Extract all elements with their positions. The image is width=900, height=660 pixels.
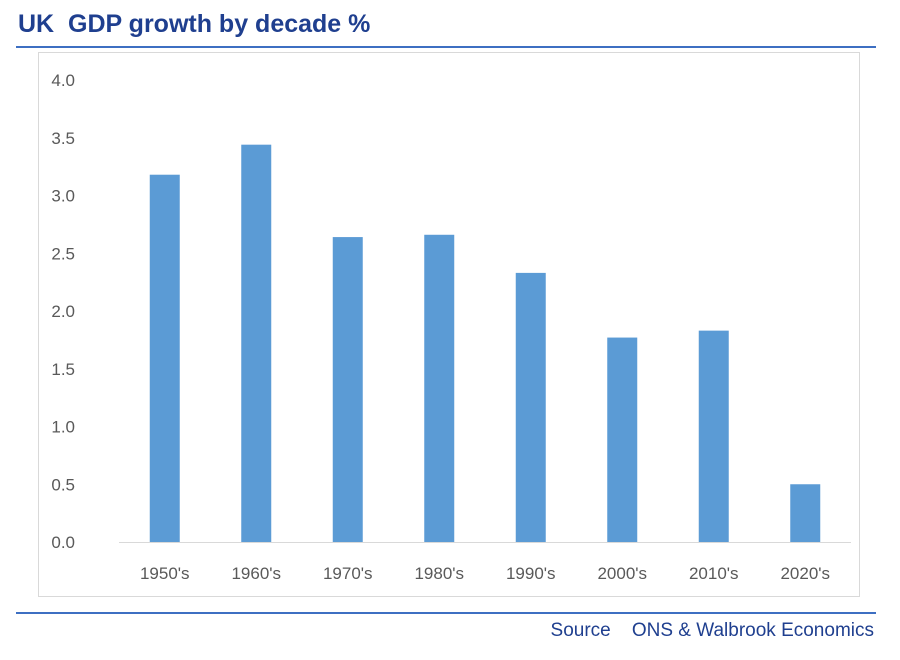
- title-divider: [16, 46, 876, 48]
- bar: [790, 484, 821, 542]
- bar: [607, 337, 638, 542]
- y-tick-label: 0.5: [51, 475, 75, 494]
- bar: [241, 144, 272, 542]
- x-tick-label: 2000's: [597, 564, 647, 583]
- bar: [515, 272, 546, 542]
- bar-chart: 0.0 0.5 1.0 1.5 2.0 2.5 3.0 3.5 4.0 1950's 1960's 1…: [51, 71, 851, 583]
- x-tick-label: 1970's: [323, 564, 373, 583]
- source-label: Source: [550, 620, 611, 641]
- y-tick-label: 3.5: [51, 129, 75, 148]
- footer-divider: [16, 612, 876, 614]
- y-tick-label: 2.5: [51, 244, 75, 263]
- y-tick-label: 1.0: [51, 418, 75, 437]
- y-tick-label: 2.0: [51, 302, 75, 321]
- bar: [698, 330, 729, 542]
- source-text: ONS & Walbrook Economics: [631, 620, 874, 641]
- x-tick-label: 1980's: [414, 564, 464, 583]
- source-note: Source ONS & Walbrook Economics: [551, 620, 874, 642]
- bar: [149, 174, 180, 542]
- x-tick-label: 1950's: [140, 564, 190, 583]
- chart-title: UK GDP growth by decade %: [18, 10, 371, 38]
- bar: [424, 234, 455, 542]
- x-tick-label: 2020's: [780, 564, 830, 583]
- y-tick-label: 0.0: [51, 533, 75, 552]
- x-tick-label: 1960's: [231, 564, 281, 583]
- bar: [332, 237, 363, 542]
- x-tick-label: 2010's: [689, 564, 739, 583]
- y-tick-label: 1.5: [51, 360, 75, 379]
- chart-area: 0.0 0.5 1.0 1.5 2.0 2.5 3.0 3.5 4.0 1950's 1960's 1…: [38, 52, 860, 597]
- x-tick-label: 1990's: [506, 564, 556, 583]
- y-tick-label: 4.0: [51, 71, 75, 90]
- y-tick-label: 3.0: [51, 187, 75, 206]
